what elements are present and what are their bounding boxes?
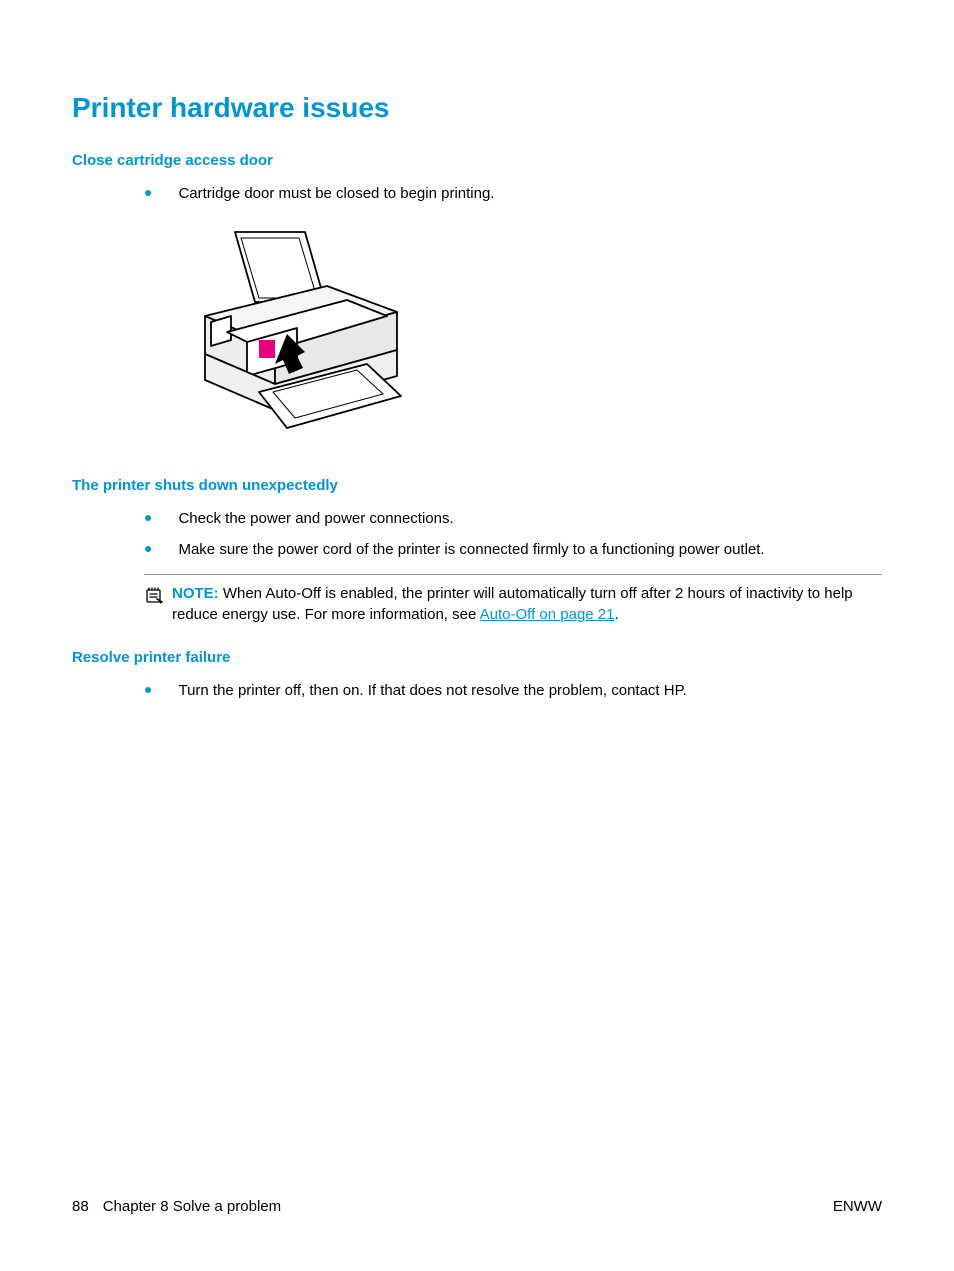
bullet-text: Check the power and power connections.: [178, 508, 453, 529]
section-resolve-failure-heading: Resolve printer failure: [72, 649, 882, 666]
bullet-item: ● Make sure the power cord of the printe…: [72, 539, 882, 560]
bullet-text: Make sure the power cord of the printer …: [178, 539, 764, 560]
note-label: NOTE:: [172, 585, 219, 602]
bullet-marker: ●: [144, 183, 152, 203]
chapter-label: Chapter 8 Solve a problem: [103, 1198, 281, 1215]
bullet-item: ● Cartridge door must be closed to begin…: [72, 183, 882, 204]
bullet-item: ● Check the power and power connections.: [72, 508, 882, 529]
section-shuts-down-heading: The printer shuts down unexpectedly: [72, 477, 882, 494]
bullet-marker: ●: [144, 539, 152, 559]
page-title: Printer hardware issues: [72, 92, 882, 124]
footer-right: ENWW: [833, 1198, 882, 1215]
note-block: NOTE: When Auto-Off is enabled, the prin…: [144, 574, 882, 625]
note-text-after: .: [614, 606, 618, 623]
bullet-item: ● Turn the printer off, then on. If that…: [72, 680, 882, 701]
section-close-cartridge-heading: Close cartridge access door: [72, 152, 882, 169]
bullet-text: Turn the printer off, then on. If that d…: [178, 680, 686, 701]
bullet-marker: ●: [144, 680, 152, 700]
printer-illustration: [187, 224, 882, 449]
note-link-auto-off[interactable]: Auto-Off on page 21: [480, 606, 615, 623]
bullet-text: Cartridge door must be closed to begin p…: [178, 183, 494, 204]
page-number: 88: [72, 1198, 89, 1215]
note-content: NOTE: When Auto-Off is enabled, the prin…: [172, 583, 882, 625]
page-footer: 88 Chapter 8 Solve a problem ENWW: [72, 1198, 882, 1215]
bullet-marker: ●: [144, 508, 152, 528]
note-icon: [144, 585, 164, 610]
